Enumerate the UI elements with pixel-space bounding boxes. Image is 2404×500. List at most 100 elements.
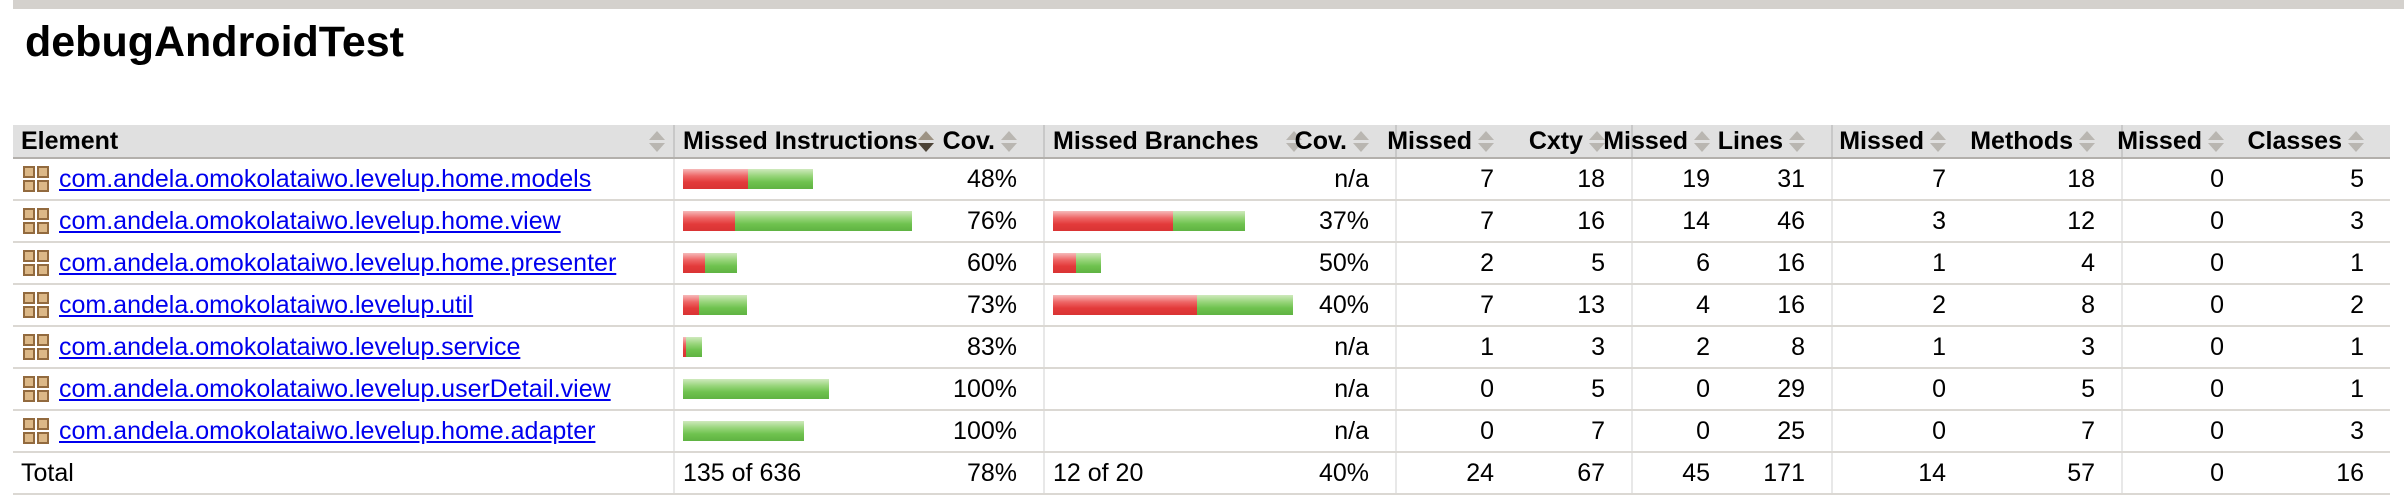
sort-icon[interactable] [1286, 130, 1302, 152]
col-header-element[interactable]: Element [13, 125, 674, 159]
branch-coverage-cell: n/a [1310, 368, 1396, 411]
package-icon [23, 166, 49, 192]
missed-classes-cell: 0 [2121, 284, 2250, 327]
classes-cell: 1 [2250, 242, 2390, 285]
total-label: Total [13, 452, 674, 495]
sort-icon[interactable] [649, 130, 665, 152]
branch-coverage-cell: 50% [1310, 242, 1396, 285]
col-header-cxty[interactable]: Cxty [1520, 125, 1632, 159]
missed-lines-cell: 4 [1631, 284, 1736, 327]
missed-branches-cell [1043, 410, 1310, 453]
package-link[interactable]: com.andela.omokolataiwo.levelup.home.mod… [59, 164, 592, 193]
package-link[interactable]: com.andela.omokolataiwo.levelup.service [59, 332, 521, 361]
cxty-cell: 16 [1520, 200, 1632, 243]
sort-icon[interactable] [1478, 130, 1494, 152]
missed-branches-bar [1053, 253, 1302, 273]
column-label: Missed [1387, 126, 1472, 155]
sort-icon[interactable] [2079, 130, 2095, 152]
package-link[interactable]: com.andela.omokolataiwo.levelup.home.vie… [59, 206, 561, 235]
methods-cell: 3 [1972, 326, 2122, 369]
col-header-lines[interactable]: Lines [1718, 125, 1832, 159]
covered-segment [1173, 211, 1245, 231]
missed-methods-cell: 0 [1831, 410, 1972, 453]
col-header-methods[interactable]: Methods [1970, 125, 2122, 159]
package-link[interactable]: com.andela.omokolataiwo.levelup.userDeta… [59, 374, 611, 403]
missed-segment [683, 295, 699, 315]
missed-segment [1053, 253, 1076, 273]
branch-coverage-cell: n/a [1310, 158, 1396, 201]
total-row: Total 135 of 636 78% 12 of 20 40% 24 67 … [13, 452, 2390, 495]
sort-icon[interactable] [1789, 130, 1805, 152]
missed-classes-cell: 0 [2121, 410, 2250, 453]
package-link[interactable]: com.andela.omokolataiwo.levelup.util [59, 290, 474, 319]
col-header-missed-methods[interactable]: Missed [1831, 125, 1972, 159]
missed-instructions-bar [683, 253, 912, 273]
missed-instructions-bar [683, 379, 912, 399]
table-row: com.andela.omokolataiwo.levelup.home.vie… [13, 200, 2390, 243]
branch-coverage-cell: n/a [1310, 410, 1396, 453]
cxty-cell: 5 [1520, 242, 1632, 285]
classes-cell: 2 [2250, 284, 2390, 327]
classes-cell: 3 [2250, 410, 2390, 453]
missed-classes-cell: 0 [2121, 158, 2250, 201]
col-header-classes[interactable]: Classes [2247, 125, 2390, 159]
col-header-missed-lines[interactable]: Missed [1603, 125, 1736, 159]
package-icon [23, 250, 49, 276]
total-lines: 171 [1736, 452, 1832, 495]
missed-branches-bar [1053, 295, 1302, 315]
sort-icon[interactable] [2208, 130, 2224, 152]
col-header-missed-cxty[interactable]: Missed [1387, 125, 1520, 159]
col-header-missed-instructions[interactable]: Missed Instructions [673, 125, 934, 159]
col-header-missed-branches[interactable]: Missed Branches [1043, 125, 1310, 159]
covered-segment [1076, 253, 1101, 273]
package-link[interactable]: com.andela.omokolataiwo.levelup.home.pre… [59, 248, 617, 277]
instruction-coverage-cell: 76% [920, 200, 1044, 243]
total-missed-classes: 0 [2121, 452, 2250, 495]
methods-cell: 8 [1972, 284, 2122, 327]
table-row: com.andela.omokolataiwo.levelup.userDeta… [13, 368, 2390, 411]
column-label: Lines [1717, 126, 1783, 155]
sort-icon[interactable] [1930, 130, 1946, 152]
package-icon [23, 292, 49, 318]
total-instruction-coverage: 78% [920, 452, 1044, 495]
missed-cxty-cell: 0 [1395, 368, 1520, 411]
covered-segment [683, 421, 804, 441]
missed-methods-cell: 3 [1831, 200, 1972, 243]
missed-instructions-cell [673, 200, 920, 243]
cxty-cell: 18 [1520, 158, 1632, 201]
methods-cell: 18 [1972, 158, 2122, 201]
table-row: com.andela.omokolataiwo.levelup.home.pre… [13, 242, 2390, 285]
cxty-cell: 13 [1520, 284, 1632, 327]
total-branch-coverage: 40% [1310, 452, 1396, 495]
col-header-missed-classes[interactable]: Missed [2117, 125, 2250, 159]
missed-lines-cell: 0 [1631, 410, 1736, 453]
missed-methods-cell: 7 [1831, 158, 1972, 201]
methods-cell: 5 [1972, 368, 2122, 411]
lines-cell: 8 [1736, 326, 1832, 369]
sort-desc-icon[interactable] [917, 130, 934, 152]
sort-icon[interactable] [1353, 130, 1369, 152]
instruction-coverage-cell: 100% [920, 368, 1044, 411]
total-missed-branches: 12 of 20 [1043, 452, 1310, 495]
covered-segment [1197, 295, 1293, 315]
missed-lines-cell: 2 [1631, 326, 1736, 369]
column-label: Cov. [1294, 126, 1347, 155]
package-link[interactable]: com.andela.omokolataiwo.levelup.home.ada… [59, 416, 596, 445]
missed-classes-cell: 0 [2121, 368, 2250, 411]
missed-cxty-cell: 7 [1395, 200, 1520, 243]
col-header-branch-coverage[interactable]: Cov. [1295, 125, 1396, 159]
covered-segment [686, 337, 702, 357]
lines-cell: 29 [1736, 368, 1832, 411]
sort-icon[interactable] [1694, 130, 1710, 152]
col-header-instruction-coverage[interactable]: Cov. [920, 125, 1044, 159]
table-row: com.andela.omokolataiwo.levelup.service 8… [13, 326, 2390, 369]
sort-icon[interactable] [1589, 130, 1605, 152]
missed-instructions-bar [683, 211, 912, 231]
package-icon [23, 376, 49, 402]
sort-icon[interactable] [2348, 130, 2364, 152]
covered-segment [705, 253, 737, 273]
element-cell: com.andela.omokolataiwo.levelup.home.vie… [13, 200, 674, 243]
total-missed-methods: 14 [1831, 452, 1972, 495]
sort-icon[interactable] [1001, 130, 1017, 152]
classes-cell: 1 [2250, 368, 2390, 411]
